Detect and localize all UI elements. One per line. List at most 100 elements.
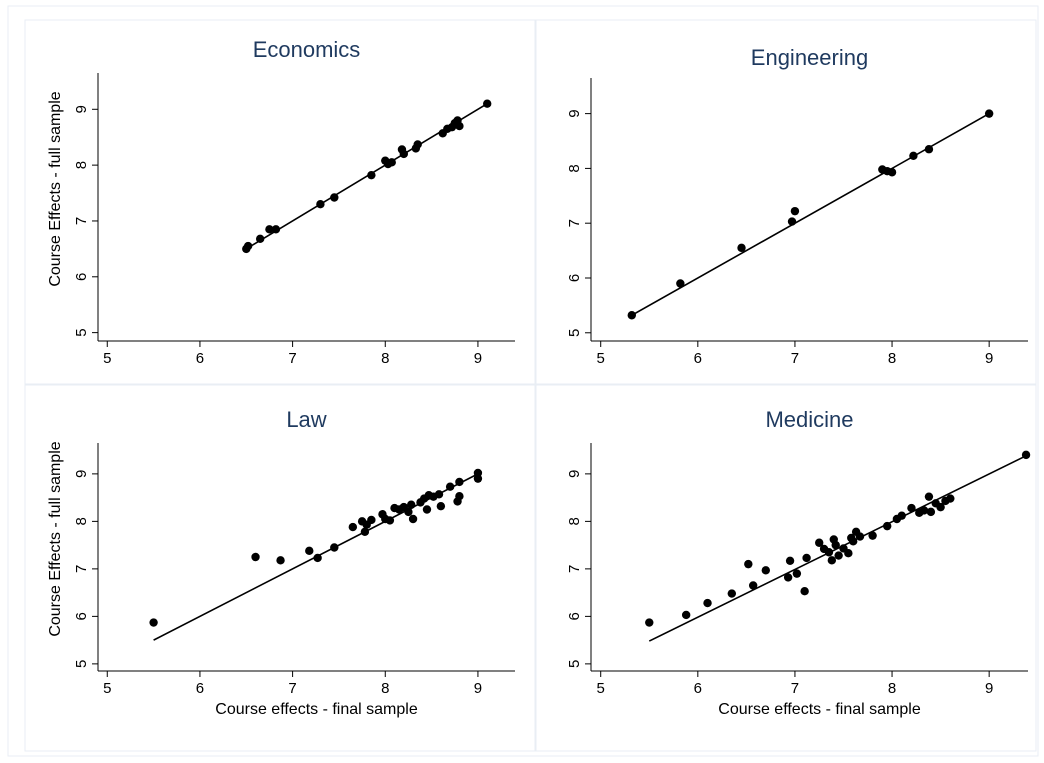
y-tick-label: 9: [73, 105, 90, 113]
data-point: [827, 556, 837, 565]
y-tick-label: 5: [73, 328, 90, 336]
y-tick-label: 5: [566, 329, 583, 337]
data-point: [455, 477, 464, 487]
x-tick-label: 8: [888, 350, 896, 367]
x-tick-label: 5: [103, 350, 111, 367]
panel-title: Law: [286, 407, 326, 432]
y-tick-label: 7: [73, 565, 90, 573]
data-point: [727, 589, 737, 598]
data-point: [265, 225, 274, 234]
x-tick-label: 8: [888, 680, 896, 697]
data-point: [744, 559, 753, 569]
y-tick-label: 5: [566, 660, 583, 668]
data-point: [924, 492, 934, 501]
y-tick-label: 8: [566, 517, 583, 525]
y-tick-label: 6: [73, 273, 90, 281]
data-point: [785, 556, 795, 565]
x-tick-label: 5: [597, 680, 605, 697]
data-point: [243, 241, 253, 251]
x-tick-label: 9: [474, 680, 482, 697]
data-point: [844, 549, 853, 558]
x-tick-label: 7: [288, 350, 296, 367]
data-point: [936, 502, 945, 512]
x-tick-label: 6: [694, 350, 702, 367]
x-tick-label: 5: [597, 350, 605, 367]
x-tick-label: 7: [791, 350, 799, 367]
panel-title: Engineering: [751, 45, 868, 70]
data-point: [919, 506, 929, 515]
panel-frame: [24, 384, 536, 752]
data-point: [399, 149, 408, 159]
y-tick-label: 5: [73, 660, 90, 668]
data-point: [849, 537, 858, 546]
data-point: [348, 522, 358, 532]
data-point: [703, 598, 712, 608]
y-tick-label: 7: [566, 219, 583, 227]
data-point: [422, 505, 432, 514]
panel-title: Economics: [253, 37, 361, 62]
data-point: [783, 573, 793, 582]
data-point: [855, 532, 865, 541]
data-point: [897, 511, 906, 520]
data-point: [330, 543, 339, 552]
x-tick-label: 9: [985, 350, 993, 367]
y-tick-label: 6: [73, 612, 90, 620]
data-point: [815, 538, 824, 547]
panel-frame: [24, 19, 536, 385]
data-point: [748, 581, 758, 590]
data-point: [408, 514, 418, 524]
y-axis-title: Course Effects - full sample: [47, 441, 64, 636]
data-point: [434, 490, 444, 499]
data-point: [387, 158, 396, 167]
data-point: [271, 225, 281, 234]
data-point: [436, 501, 446, 511]
data-point: [831, 540, 840, 550]
y-tick-label: 6: [566, 612, 583, 620]
data-point: [681, 610, 691, 620]
x-tick-label: 7: [791, 680, 799, 697]
data-point: [792, 569, 802, 578]
x-axis-title: Course effects - final sample: [215, 701, 418, 718]
data-point: [251, 552, 260, 562]
x-tick-label: 6: [196, 680, 204, 697]
data-point: [316, 200, 325, 209]
panel-medicine: Medicine 5 6 7 8 9 5 6 7 8 9 Course effects - final…: [535, 384, 1037, 752]
data-point: [926, 507, 936, 517]
panel-law: Law 5 6 7 8 9 5 6 7 8 9 Course effects - final samp…: [24, 384, 536, 752]
data-point: [824, 548, 834, 557]
data-point: [413, 140, 422, 149]
data-point: [276, 556, 285, 565]
y-tick-label: 9: [566, 109, 583, 117]
y-tick-label: 9: [73, 470, 90, 478]
y-tick-label: 8: [73, 161, 90, 169]
data-point: [404, 507, 413, 517]
data-point: [305, 546, 314, 556]
data-point: [367, 515, 376, 525]
panel-frame: [535, 19, 1037, 385]
data-point: [761, 566, 770, 575]
data-point: [385, 516, 395, 525]
panel-economics: Economics 5 6 7 8 9 5 6 7 8 9 Course Effects - full…: [24, 19, 536, 385]
data-point: [255, 234, 265, 244]
x-tick-label: 7: [288, 680, 296, 697]
data-point: [483, 99, 492, 108]
data-point: [909, 151, 918, 161]
data-point: [800, 587, 809, 596]
data-point: [946, 494, 955, 503]
x-tick-label: 9: [985, 680, 993, 697]
x-tick-label: 6: [694, 680, 702, 697]
x-tick-label: 6: [196, 350, 204, 367]
data-point: [645, 618, 654, 627]
x-tick-label: 9: [474, 350, 482, 367]
data-point: [868, 531, 877, 540]
y-axis-title: Course Effects - full sample: [47, 91, 64, 286]
data-point: [473, 474, 483, 483]
y-tick-label: 7: [566, 565, 583, 573]
y-tick-label: 8: [566, 164, 583, 172]
data-point: [924, 145, 934, 154]
x-tick-label: 8: [381, 680, 389, 697]
data-point: [790, 206, 800, 216]
data-point: [984, 109, 994, 118]
data-point: [360, 527, 370, 537]
